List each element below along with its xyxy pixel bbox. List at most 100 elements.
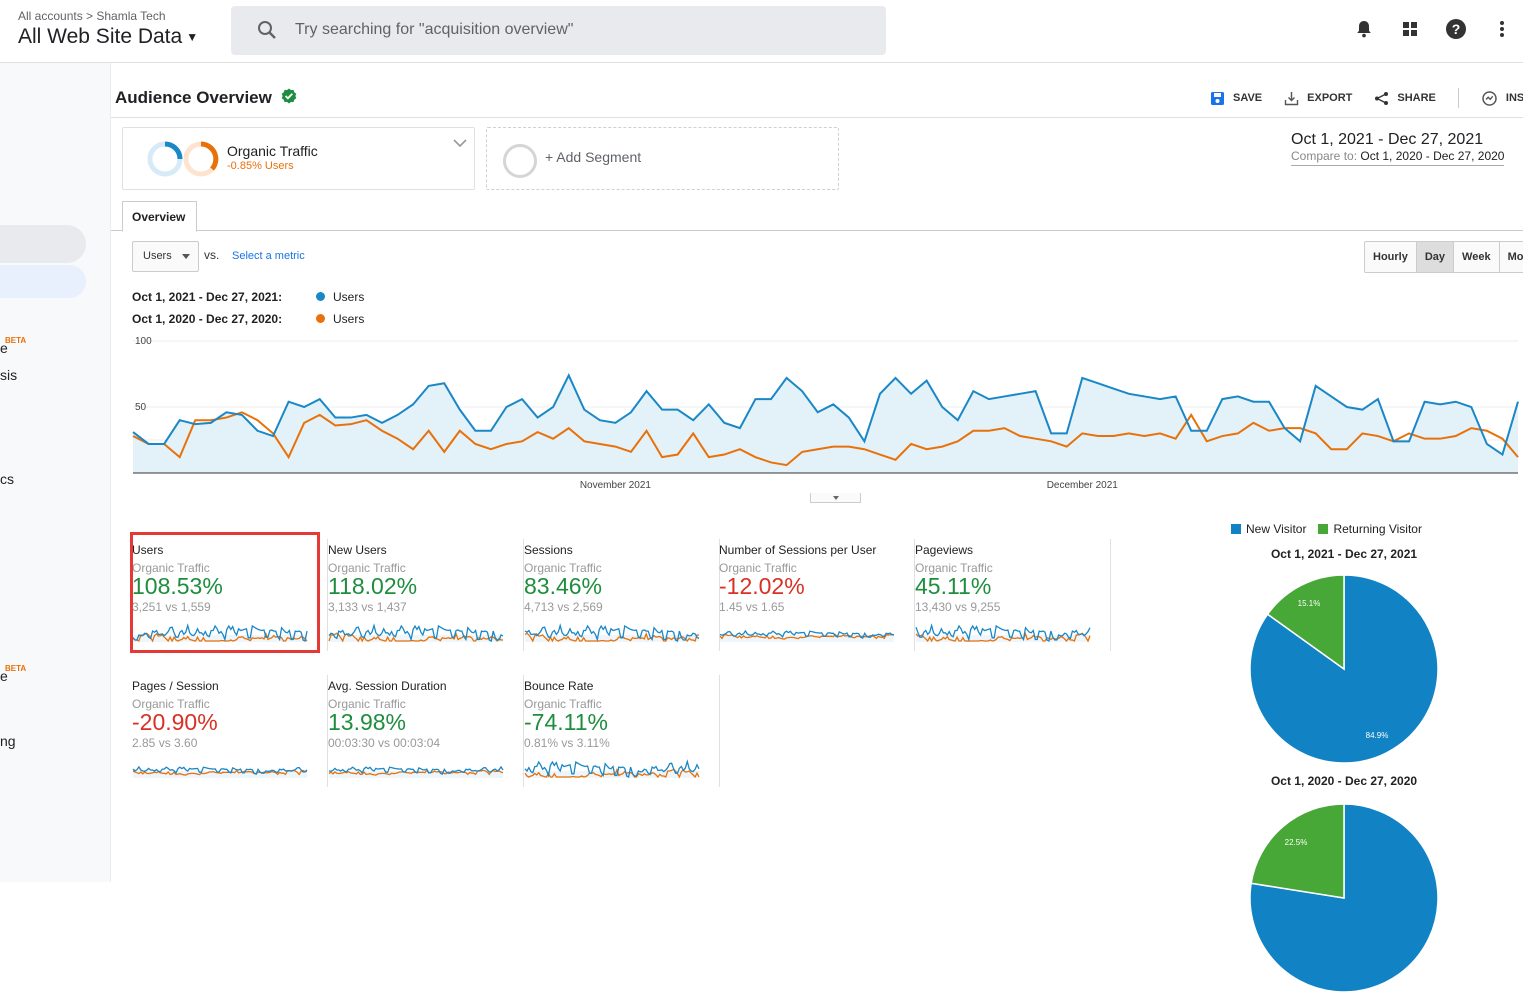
granularity-toggle: Hourly Day Week Mont xyxy=(1364,241,1523,273)
sparkline-current xyxy=(328,765,504,775)
metric-segment: Organic Traffic xyxy=(328,561,406,575)
date-range-compare: Compare to: Oct 1, 2020 - Dec 27, 2020 xyxy=(1291,149,1505,166)
sidebar-item-selected[interactable] xyxy=(0,225,86,263)
sidebar-item-label[interactable]: e xyxy=(0,340,8,356)
export-button[interactable]: EXPORT xyxy=(1284,91,1352,106)
metric-tile-new-users[interactable]: New Users Organic Traffic 118.02% 3,133 vs … xyxy=(328,539,524,651)
metric-change: 13.98% xyxy=(328,709,407,735)
vs-label: vs. xyxy=(204,248,220,262)
granularity-week[interactable]: Week xyxy=(1454,242,1500,272)
metric-dropdown[interactable]: Users xyxy=(132,241,199,272)
chevron-down-icon[interactable] xyxy=(453,138,467,148)
chart-legend-previous: Oct 1, 2020 - Dec 27, 2020: Users xyxy=(132,312,364,326)
compare-label: Compare to: xyxy=(1291,149,1358,163)
metric-change: 83.46% xyxy=(524,573,603,599)
metric-dropdown-value: Users xyxy=(143,250,172,262)
sparkline-previous xyxy=(328,632,503,643)
save-button[interactable]: SAVE xyxy=(1210,91,1262,106)
sparkline xyxy=(132,623,308,643)
sparkline xyxy=(915,623,1091,643)
metric-tile-avg-session-duration[interactable]: Avg. Session Duration Organic Traffic 13.9… xyxy=(328,675,524,787)
metric-tile-sessions[interactable]: Sessions Organic Traffic 83.46% 4,713 vs 2,… xyxy=(524,539,720,651)
tab-bar: Overview xyxy=(111,200,1523,232)
legend-new-visitor: New Visitor xyxy=(1231,522,1306,536)
chart-expand-toggle[interactable] xyxy=(810,493,861,503)
pie-title-previous: Oct 1, 2020 - Dec 27, 2020 xyxy=(1270,774,1418,788)
metric-name: Bounce Rate xyxy=(524,679,594,693)
beta-badge: BETA xyxy=(5,336,27,345)
metric-segment: Organic Traffic xyxy=(915,561,993,575)
pie-title-current: Oct 1, 2021 - Dec 27, 2021 xyxy=(1270,547,1418,561)
sidebar-item-label[interactable]: ng xyxy=(0,733,16,749)
more-vert-icon[interactable] xyxy=(1491,18,1513,40)
add-segment-button[interactable]: + Add Segment xyxy=(486,127,839,190)
granularity-hourly[interactable]: Hourly xyxy=(1365,242,1417,272)
users-line-chart[interactable]: 100 50 November 2021 December 2021 xyxy=(128,333,1523,493)
sidebar-item-active[interactable] xyxy=(0,265,86,298)
insights-icon xyxy=(1482,90,1497,106)
sidebar-item-label[interactable]: e xyxy=(0,668,8,684)
legend-swatch xyxy=(1318,524,1329,534)
tab-overview[interactable]: Overview xyxy=(122,201,197,232)
breadcrumb[interactable]: All accounts > Shamla Tech xyxy=(18,9,166,23)
segment-donut-icon xyxy=(147,141,219,177)
pie-legend: New Visitor Returning Visitor xyxy=(1231,522,1422,536)
share-button[interactable]: SHARE xyxy=(1374,91,1436,106)
select-metric-link[interactable]: Select a metric xyxy=(232,250,305,262)
legend-range: Oct 1, 2020 - Dec 27, 2020: xyxy=(132,312,283,326)
metric-comparison: 3,133 vs 1,437 xyxy=(328,600,407,614)
metric-change: 45.11% xyxy=(915,573,992,599)
metric-name: Number of Sessions per User xyxy=(719,543,877,557)
metric-tile-number-of-sessions-per-user[interactable]: Number of Sessions per User Organic Traff… xyxy=(719,539,915,651)
date-range-picker[interactable]: Oct 1, 2021 - Dec 27, 2021 Compare to: O… xyxy=(1291,131,1505,166)
metric-tile-pages-session[interactable]: Pages / Session Organic Traffic -20.90% 2.8… xyxy=(132,675,328,787)
property-selector[interactable]: All Web Site Data ▼ xyxy=(18,25,198,49)
metric-comparison: 1.45 vs 1.65 xyxy=(719,600,785,614)
sidebar-item-label[interactable]: cs xyxy=(0,471,14,487)
sidebar: BETA e sis cs BETA e ng xyxy=(0,63,111,882)
bell-icon[interactable] xyxy=(1353,18,1375,40)
insights-button[interactable]: INSIG xyxy=(1481,90,1523,107)
apps-grid-icon[interactable] xyxy=(1399,18,1421,40)
report-header: Audience Overview SAVE EXPORT SHARE INSI… xyxy=(111,63,1523,118)
sparkline-current xyxy=(328,623,504,642)
metric-name: Users xyxy=(132,543,164,557)
caret-down-icon: ▼ xyxy=(186,30,199,45)
search-input[interactable]: Try searching for "acquisition overview" xyxy=(231,6,886,55)
dropdown-arrow-icon xyxy=(182,254,190,259)
top-bar: All accounts > Shamla Tech All Web Site … xyxy=(0,0,1523,63)
sparkline xyxy=(524,623,700,643)
sparkline-current xyxy=(524,623,700,642)
metric-comparison: 13,430 vs 9,255 xyxy=(915,600,1001,614)
series-line-current xyxy=(132,372,1519,457)
svg-text:?: ? xyxy=(1452,21,1461,37)
pie-chart-current[interactable]: 84.9% 15.1% xyxy=(1243,568,1445,770)
pie-slice-returning-visitor xyxy=(1250,803,1345,899)
pie-chart-previous[interactable]: 22.5% xyxy=(1243,797,1445,999)
segment-name: Organic Traffic xyxy=(227,143,318,159)
legend-series-label: Users xyxy=(333,290,365,304)
sparkline xyxy=(328,623,504,643)
metric-segment: Organic Traffic xyxy=(524,697,602,711)
help-icon[interactable]: ? xyxy=(1445,18,1467,40)
granularity-month[interactable]: Mont xyxy=(1499,242,1523,272)
metric-comparison: 2.85 vs 3.60 xyxy=(132,736,198,750)
metric-tile-bounce-rate[interactable]: Bounce Rate Organic Traffic -74.11% 0.81% v… xyxy=(524,675,720,787)
metric-comparison: 00:03:30 vs 00:03:04 xyxy=(328,736,441,750)
metric-tile-users[interactable]: Users Organic Traffic 108.53% 3,251 vs 1,55… xyxy=(132,539,328,651)
sparkline-current xyxy=(915,623,1091,642)
metric-tile-pageviews[interactable]: Pageviews Organic Traffic 45.11% 13,430 vs … xyxy=(915,539,1111,651)
sparkline-previous xyxy=(524,768,700,779)
segment-change: -0.85% Users xyxy=(227,160,294,172)
search-icon xyxy=(258,21,276,39)
verified-check-icon xyxy=(281,88,297,104)
export-label: EXPORT xyxy=(1307,92,1353,104)
metric-name: Pages / Session xyxy=(132,679,219,693)
sidebar-item-label[interactable]: sis xyxy=(0,367,18,383)
sparkline-current xyxy=(719,629,894,639)
granularity-day[interactable]: Day xyxy=(1416,242,1455,272)
pie-slice-returning-visitor xyxy=(1266,574,1345,671)
segment-card[interactable]: Organic Traffic -0.85% Users xyxy=(122,127,475,190)
save-label: SAVE xyxy=(1233,92,1263,104)
sparkline-bg xyxy=(525,635,699,642)
